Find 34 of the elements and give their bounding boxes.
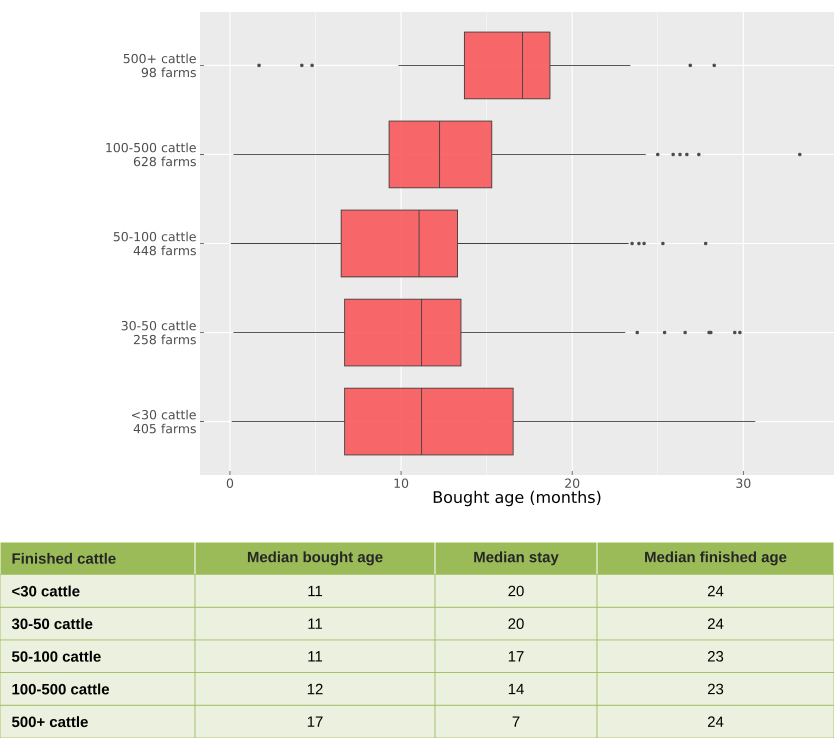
x-tick-label: 30 [736,478,750,488]
data-label: 11 [308,651,322,662]
data-label: 24 [708,586,724,596]
data-label: 11 [308,586,322,596]
x-tick-label: Median finished age [645,551,786,566]
data-label: 23 [708,684,724,694]
x-tick-label: 0 [226,478,234,488]
data-label: 24 [708,618,724,629]
y-tick-label: 50-100 cattle [12,650,101,662]
x-tick-label: Median stay [474,551,559,566]
data-label: 17 [308,716,323,727]
data-label: 12 [308,684,323,694]
y-tick-label: 50-100 cattle 448 farms [114,232,196,256]
y-tick-label: <30 cattle 405 farms [132,410,196,434]
data-label: 14 [508,684,524,694]
y-tick-label: 100-500 cattle [12,684,110,694]
y-tick-label: 30-50 cattle 258 farms [122,320,196,344]
y-tick-label: 100-500 cattle 628 farms [106,142,196,166]
data-label: 20 [508,586,524,596]
data-label: 23 [708,651,724,662]
y-tick-label: <30 cattle [12,585,80,596]
data-label: 11 [308,618,322,629]
data-label: 7 [512,716,520,727]
x-tick-label: 10 [394,478,408,488]
x-axis-title: Bought age (months) [434,490,600,506]
data-label: 17 [508,651,524,662]
y-tick-label: 500+ cattle [12,716,88,728]
y-axis-title: Finished cattle [12,552,116,564]
y-tick-label: 30-50 cattle [12,618,92,630]
y-tick-label: 500+ cattle 98 farms [124,54,196,78]
x-tick-label: Median bought age [248,551,383,566]
data-label: 20 [508,618,524,629]
x-tick-label: 20 [565,478,580,488]
data-label: 24 [708,716,724,727]
